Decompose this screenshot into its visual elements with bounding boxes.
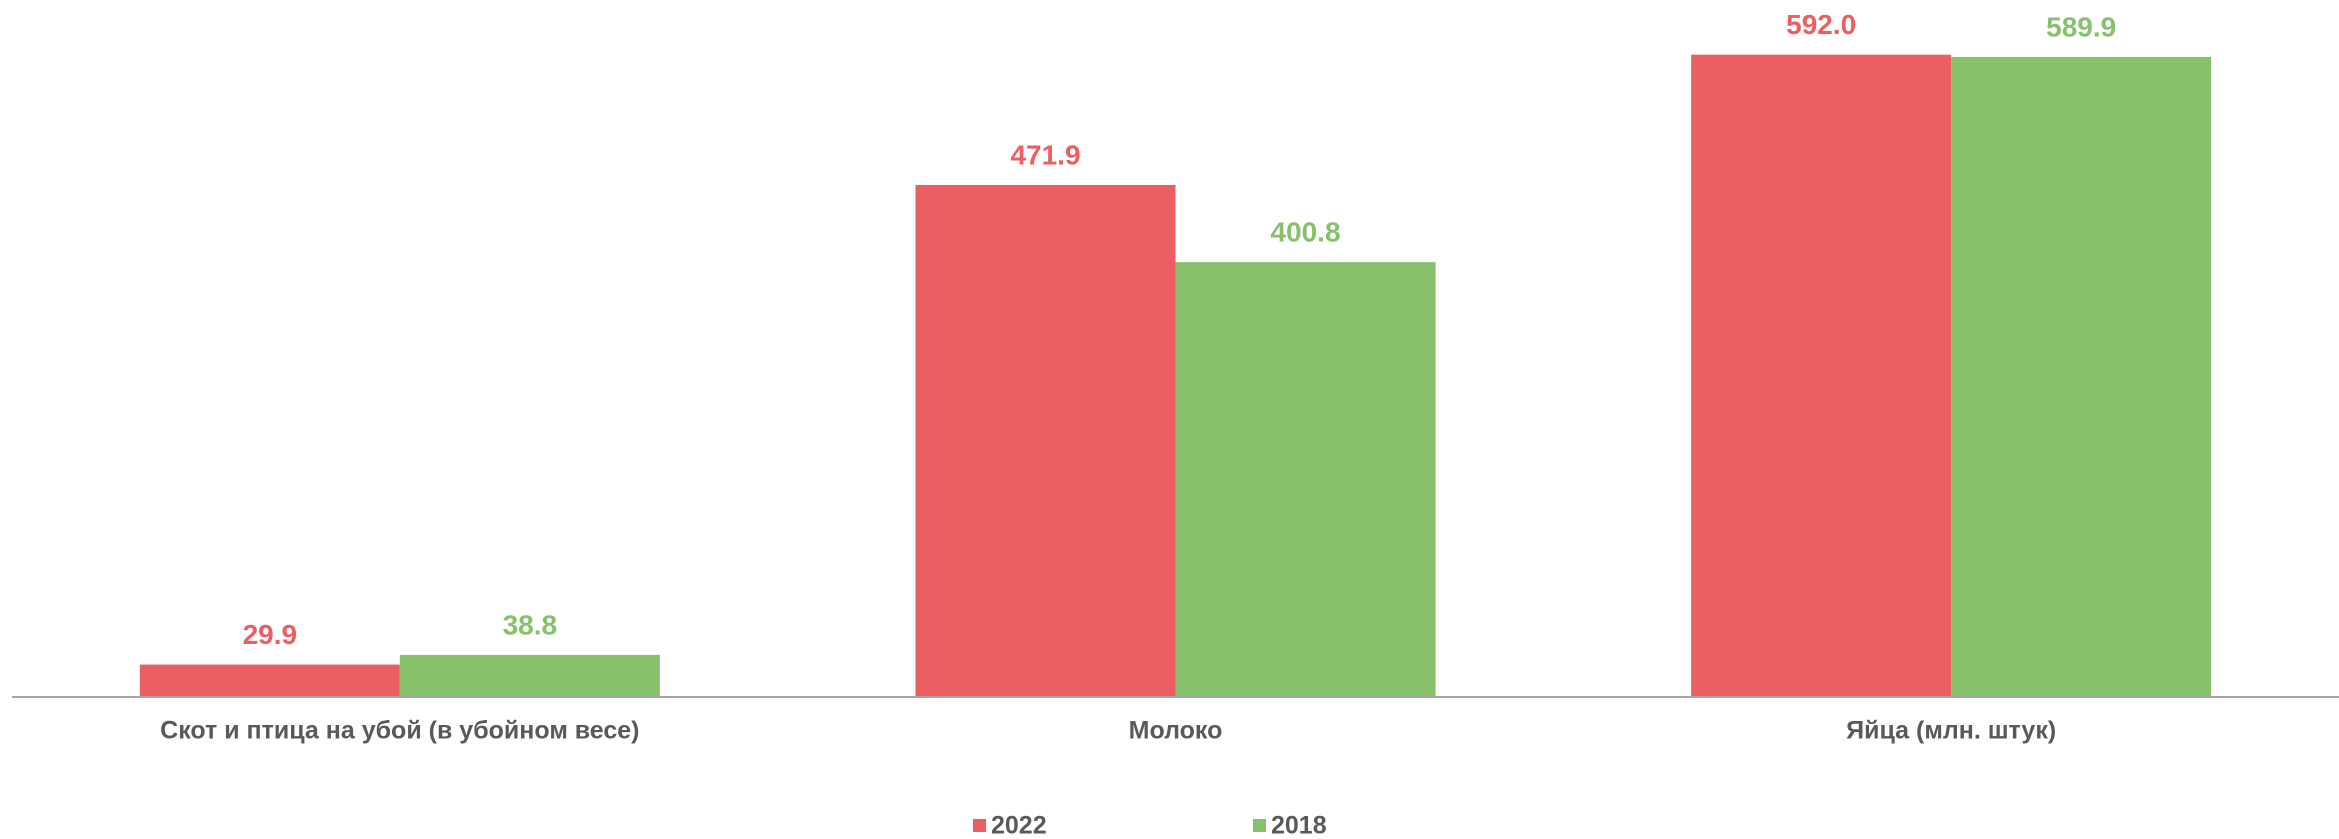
bar [1951, 56, 2212, 698]
bar [399, 654, 660, 697]
data-label: 589.9 [2046, 11, 2116, 42]
data-label: 38.8 [503, 609, 558, 640]
bar [915, 184, 1176, 697]
data-label: 400.8 [1270, 217, 1340, 248]
bar [139, 664, 400, 697]
legend-label: 2022 [991, 812, 1047, 839]
x-tick-label: Скот и птица на убой (в убойном весе) [160, 717, 639, 745]
data-label: 471.9 [1010, 139, 1080, 170]
x-tick-label: Молоко [1129, 717, 1223, 745]
bar [1691, 54, 1952, 698]
x-tick-label: Яйца (млн. штук) [1846, 717, 2056, 745]
legend-label: 2018 [1271, 812, 1327, 839]
data-label: 592.0 [1786, 9, 1856, 40]
legend-swatch [1253, 819, 1266, 832]
legend-swatch [973, 819, 986, 832]
bar [1175, 262, 1436, 697]
data-label: 29.9 [243, 619, 298, 650]
